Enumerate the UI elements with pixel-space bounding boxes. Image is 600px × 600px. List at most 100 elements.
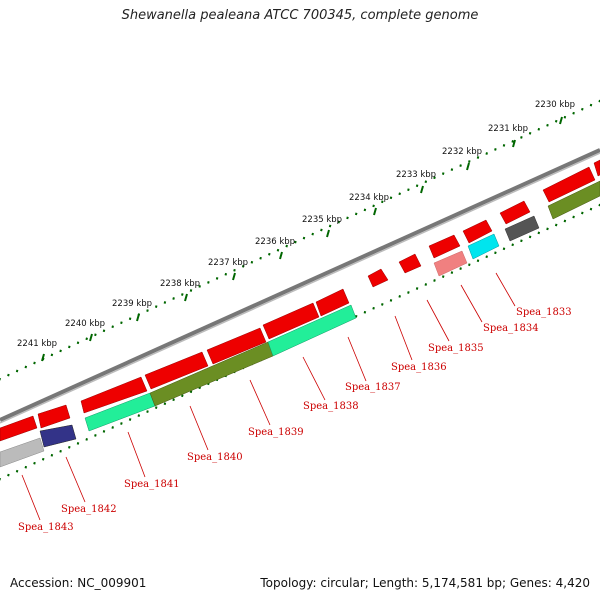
tick-label: 2235 kbp	[302, 215, 342, 225]
minor-tick	[111, 325, 114, 329]
leader-line	[249, 379, 271, 426]
minor-tick	[372, 306, 375, 310]
map-title: Shewanella pealeana ATCC 700345, complet…	[121, 8, 479, 23]
major-tick	[232, 272, 236, 281]
tick-label: 2239 kbp	[112, 299, 152, 309]
minor-tick	[572, 215, 575, 219]
minor-tick	[181, 394, 184, 398]
gene-label: Spea_1840	[187, 452, 243, 463]
minor-tick	[589, 207, 593, 211]
minor-tick	[450, 271, 454, 274]
minor-tick	[433, 176, 436, 180]
minor-tick	[320, 228, 323, 232]
minor-tick	[189, 390, 193, 394]
gene-label: Spea_1841	[124, 479, 180, 490]
minor-tick	[268, 252, 271, 256]
minor-tick	[59, 349, 62, 353]
minor-tick	[476, 259, 480, 263]
minor-tick	[381, 303, 384, 306]
minor-tick	[137, 414, 141, 417]
minor-tick	[572, 111, 575, 115]
minor-tick	[537, 231, 541, 235]
leader-line	[426, 299, 450, 342]
minor-tick	[85, 337, 88, 341]
major-tick	[184, 293, 188, 302]
minor-tick	[363, 208, 367, 212]
major-tick	[136, 313, 140, 322]
major-tick	[512, 139, 516, 148]
tick-label: 2238 kbp	[160, 279, 200, 289]
major-tick	[466, 162, 470, 171]
minor-tick	[241, 264, 245, 268]
minor-tick	[459, 164, 462, 167]
minor-tick	[94, 434, 97, 437]
minor-tick	[389, 299, 393, 302]
minor-tick	[285, 244, 288, 248]
minor-tick	[528, 235, 532, 239]
gene-label: Spea_1835	[428, 343, 484, 354]
tick-label: 2240 kbp	[65, 319, 105, 329]
minor-tick	[476, 156, 480, 159]
minor-tick	[354, 314, 358, 318]
minor-tick	[128, 418, 132, 421]
minor-tick	[311, 232, 314, 236]
minor-tick	[459, 267, 462, 270]
minor-tick	[502, 144, 506, 147]
feature-track	[0, 180, 600, 468]
gene-block	[542, 166, 596, 203]
leader-line	[460, 284, 483, 323]
minor-tick	[120, 422, 123, 425]
major-tick	[279, 251, 283, 260]
forward-genes	[0, 159, 600, 442]
minor-tick	[563, 115, 567, 119]
minor-tick	[441, 172, 445, 175]
minor-tick	[154, 406, 158, 409]
olive-feature	[547, 180, 600, 220]
minor-tick	[372, 204, 375, 208]
leader-line	[189, 405, 209, 451]
minor-tick	[581, 107, 584, 111]
genome-backbone	[0, 148, 600, 422]
minor-tick	[494, 251, 497, 255]
minor-tick	[102, 329, 106, 333]
tick-label: 2234 kbp	[349, 193, 389, 203]
minor-tick	[224, 272, 228, 276]
minor-tick	[154, 305, 158, 308]
minor-tick	[381, 200, 384, 204]
gene-label: Spea_1836	[391, 362, 447, 373]
minor-tick	[398, 192, 401, 196]
genome-backbone-highlight	[0, 152, 600, 424]
minor-tick	[163, 402, 167, 406]
minor-tick	[68, 345, 71, 349]
leader-line	[347, 336, 367, 382]
gene-label: Spea_1839	[248, 427, 304, 438]
gene-block	[593, 159, 600, 177]
minor-tick	[76, 341, 80, 345]
minor-tick	[363, 310, 367, 314]
minor-tick	[424, 180, 428, 184]
minor-tick	[546, 227, 549, 231]
minor-tick	[407, 291, 410, 294]
leader-line	[21, 474, 41, 521]
minor-tick	[468, 160, 471, 163]
green-feature	[267, 304, 357, 357]
minor-tick	[346, 216, 349, 220]
minor-tick	[494, 148, 497, 151]
major-tick	[89, 333, 93, 342]
minor-tick	[415, 184, 419, 188]
gene-label: Spea_1843	[18, 522, 74, 533]
tick-label: 2241 kbp	[17, 339, 57, 349]
minor-tick	[276, 248, 280, 252]
minor-tick	[24, 365, 28, 369]
gene-block	[37, 404, 71, 429]
leader-line	[127, 431, 146, 478]
gene-block	[144, 351, 209, 390]
minor-tick	[7, 473, 10, 477]
minor-tick	[146, 309, 149, 312]
major-tick	[420, 185, 424, 194]
minor-tick	[85, 438, 88, 441]
minor-tick	[554, 119, 558, 123]
minor-tick	[59, 449, 62, 453]
leader-line	[394, 315, 413, 361]
minor-tick	[581, 211, 584, 215]
